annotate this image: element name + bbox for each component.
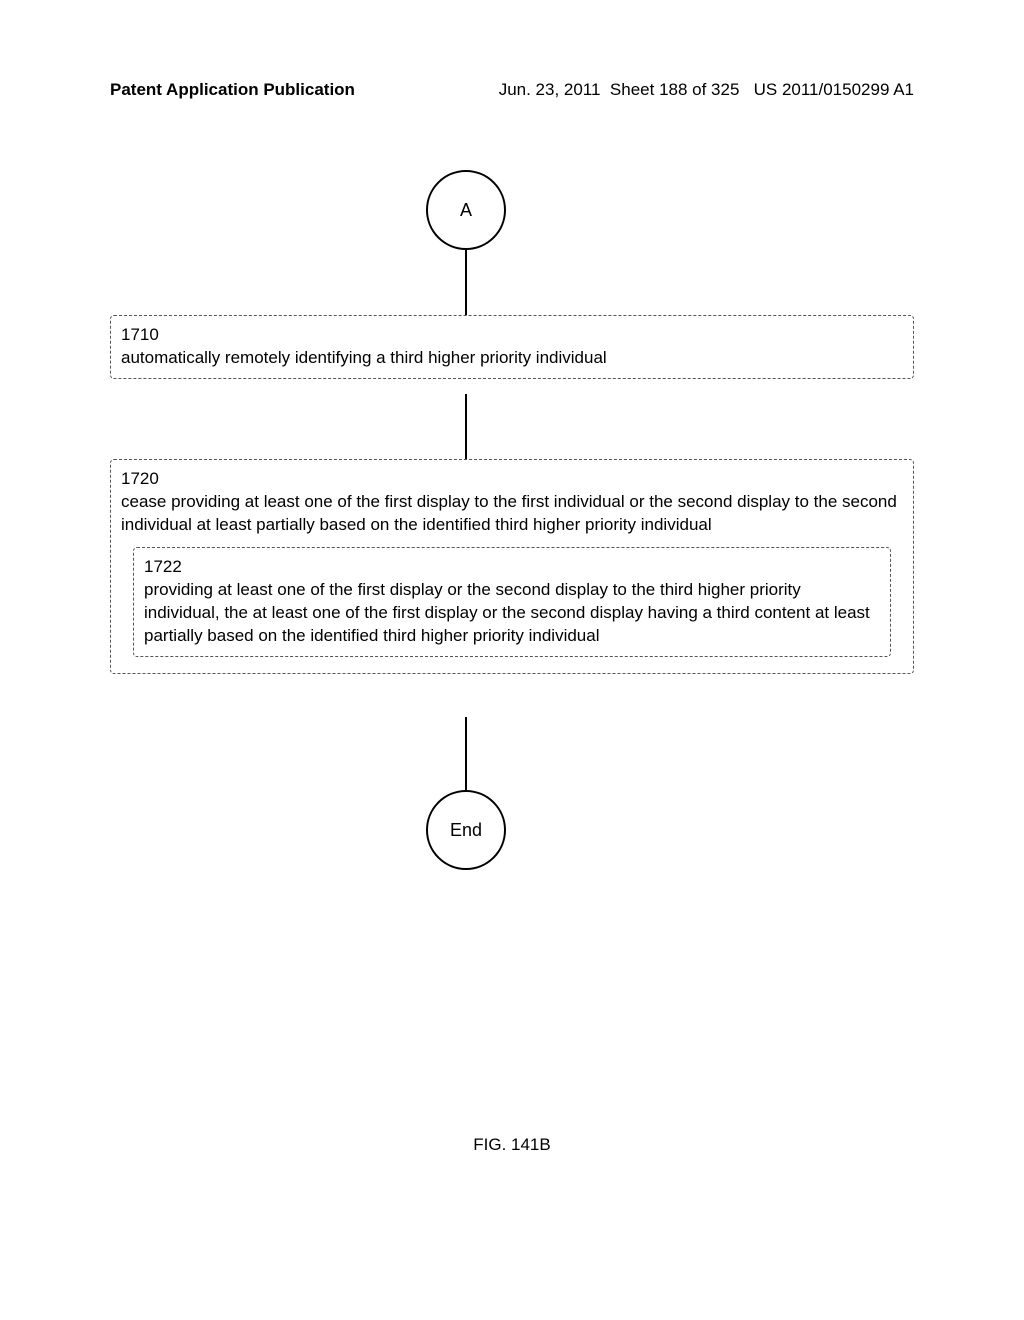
figure-label: FIG. 141B [0, 1135, 1024, 1155]
connector-a-label: A [460, 200, 472, 221]
header-left: Patent Application Publication [110, 80, 355, 100]
connector-end: End [426, 790, 506, 870]
step-1720-text: cease providing at least one of the firs… [121, 492, 897, 534]
step-1710: 1710 automatically remotely identifying … [110, 315, 914, 379]
header-date: Jun. 23, 2011 [499, 80, 601, 99]
step-1720-num: 1720 [121, 468, 903, 491]
page-header: Patent Application Publication Jun. 23, … [0, 80, 1024, 100]
flowline-2 [465, 394, 467, 459]
step-1710-num: 1710 [121, 324, 903, 347]
header-right: Jun. 23, 2011 Sheet 188 of 325 US 2011/0… [499, 80, 914, 100]
step-1720: 1720 cease providing at least one of the… [110, 459, 914, 674]
step-1722-text: providing at least one of the first disp… [144, 580, 870, 645]
flowline-1 [465, 250, 467, 315]
flowline-3 [465, 717, 467, 790]
step-1710-text: automatically remotely identifying a thi… [121, 348, 607, 367]
step-1722: 1722 providing at least one of the first… [133, 547, 891, 657]
connector-end-label: End [450, 820, 482, 841]
flowchart: A 1710 automatically remotely identifyin… [110, 160, 914, 920]
connector-a: A [426, 170, 506, 250]
step-1722-num: 1722 [144, 556, 880, 579]
header-pubnum: US 2011/0150299 A1 [754, 80, 914, 99]
header-sheet: Sheet 188 of 325 [610, 80, 740, 99]
